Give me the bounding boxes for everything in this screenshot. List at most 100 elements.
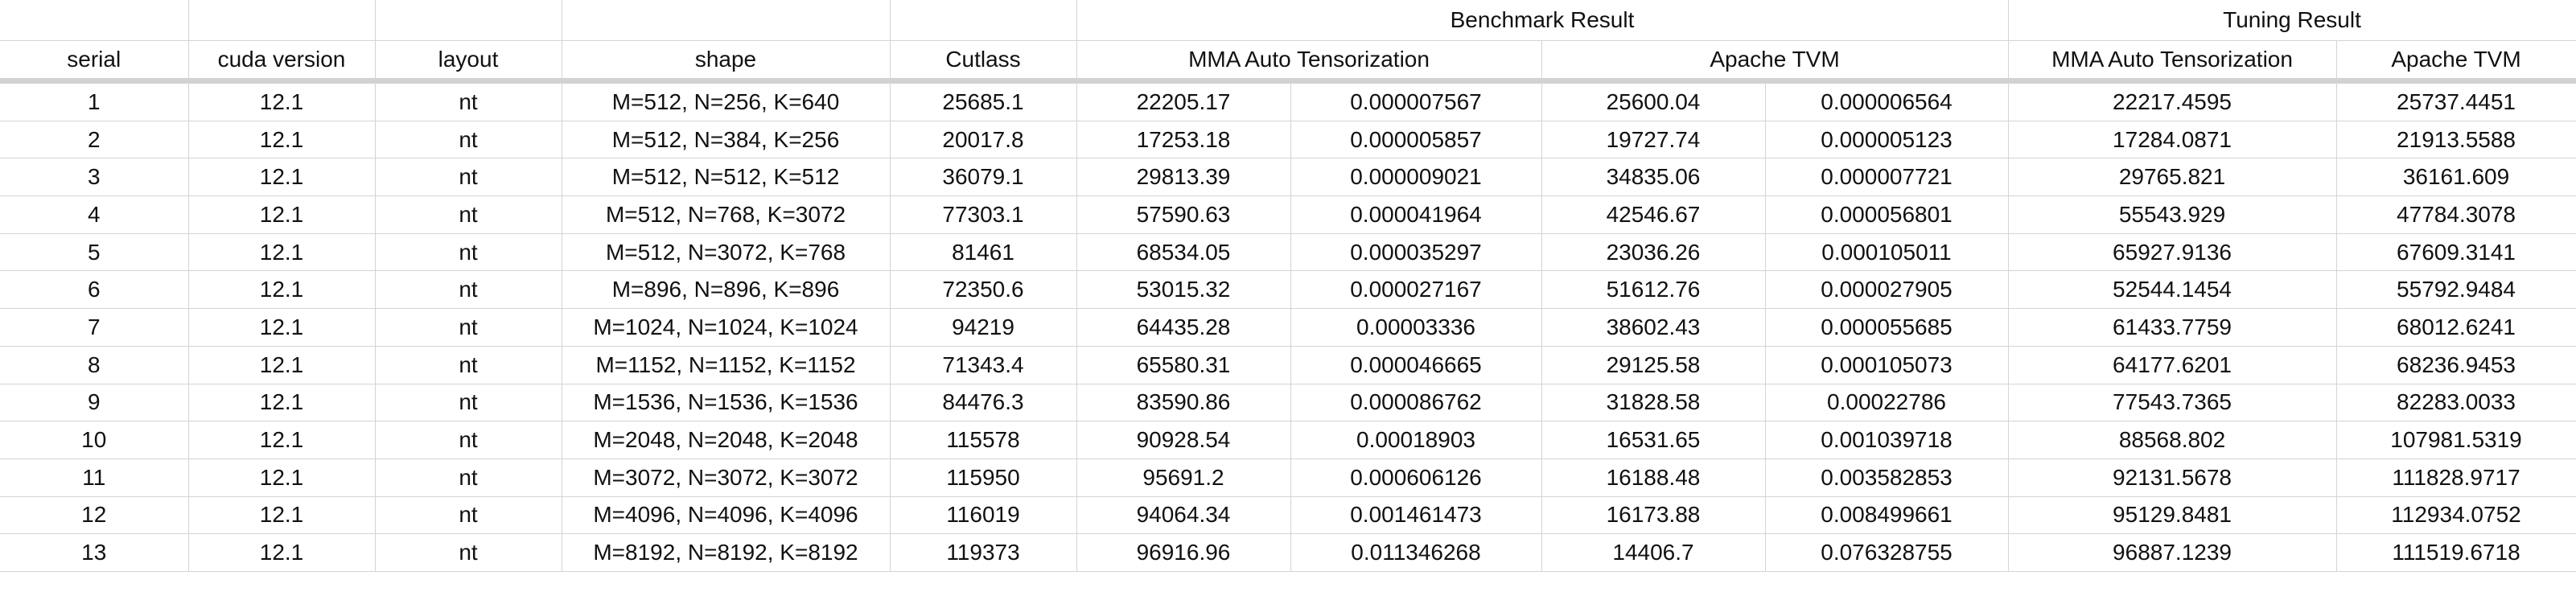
shape-cell: M=3072, N=3072, K=3072 <box>562 458 891 497</box>
cutlass-cell: 115578 <box>890 421 1077 459</box>
tuning-tvm-cell: 21913.5588 <box>2336 121 2576 159</box>
benchmark-tvm-time-cell: 34835.06 <box>1541 158 1766 197</box>
table-row: 11 12.1 nt M=3072, N=3072, K=3072 115950 9569… <box>0 458 2576 497</box>
benchmark-mma-time-cell: 95691.2 <box>1076 458 1291 497</box>
tuning-tvm-cell: 55792.9484 <box>2336 270 2576 310</box>
serial-cell: 7 <box>0 308 189 347</box>
benchmark-mma-error-cell: 0.000005857 <box>1290 121 1542 159</box>
benchmark-mma-error-cell: 0.000035297 <box>1290 233 1542 272</box>
tuning-mma-cell: 65927.9136 <box>2008 233 2337 272</box>
benchmark-mma-error-cell: 0.000086762 <box>1290 384 1542 422</box>
results-table: Benchmark Result Tuning Result serial cu… <box>0 0 2576 572</box>
benchmark-mma-time-cell: 65580.31 <box>1076 346 1291 384</box>
serial-cell: 3 <box>0 158 189 197</box>
cuda-version-cell: 12.1 <box>188 496 376 535</box>
tuning-tvm-cell: 111519.6718 <box>2336 533 2576 572</box>
tuning-mma-cell: 96887.1239 <box>2008 533 2337 572</box>
table-row: 8 12.1 nt M=1152, N=1152, K=1152 71343.4 6558… <box>0 346 2576 384</box>
tuning-mma-cell: 77543.7365 <box>2008 384 2337 422</box>
tuning-tvm-cell: 25737.4451 <box>2336 80 2576 121</box>
column-header-tuning-mma: MMA Auto Tensorization <box>2008 40 2337 84</box>
serial-cell: 5 <box>0 233 189 272</box>
blank-header-cell <box>188 0 376 41</box>
layout-cell: nt <box>375 158 562 197</box>
shape-cell: M=8192, N=8192, K=8192 <box>562 533 891 572</box>
tuning-mma-cell: 55543.929 <box>2008 195 2337 234</box>
serial-cell: 8 <box>0 346 189 384</box>
serial-cell: 12 <box>0 496 189 535</box>
tuning-mma-cell: 17284.0871 <box>2008 121 2337 159</box>
benchmark-tvm-error-cell: 0.000006564 <box>1765 80 2009 121</box>
benchmark-tvm-time-cell: 38602.43 <box>1541 308 1766 347</box>
benchmark-mma-error-cell: 0.011346268 <box>1290 533 1542 572</box>
cuda-version-cell: 12.1 <box>188 80 376 121</box>
benchmark-tvm-error-cell: 0.000027905 <box>1765 270 2009 310</box>
benchmark-tvm-error-cell: 0.000055685 <box>1765 308 2009 347</box>
layout-cell: nt <box>375 233 562 272</box>
table-row: 2 12.1 nt M=512, N=384, K=256 20017.8 17253.1… <box>0 121 2576 159</box>
layout-cell: nt <box>375 384 562 422</box>
shape-cell: M=4096, N=4096, K=4096 <box>562 496 891 535</box>
table-row: 6 12.1 nt M=896, N=896, K=896 72350.6 53015.3… <box>0 270 2576 310</box>
tuning-tvm-cell: 82283.0033 <box>2336 384 2576 422</box>
benchmark-mma-time-cell: 90928.54 <box>1076 421 1291 459</box>
tuning-tvm-cell: 111828.9717 <box>2336 458 2576 497</box>
benchmark-tvm-time-cell: 14406.7 <box>1541 533 1766 572</box>
cutlass-cell: 72350.6 <box>890 270 1077 310</box>
serial-cell: 4 <box>0 195 189 234</box>
shape-cell: M=512, N=512, K=512 <box>562 158 891 197</box>
group-header-row: Benchmark Result Tuning Result <box>0 0 2576 41</box>
cutlass-cell: 119373 <box>890 533 1077 572</box>
cuda-version-cell: 12.1 <box>188 308 376 347</box>
cuda-version-cell: 12.1 <box>188 195 376 234</box>
cuda-version-cell: 12.1 <box>188 384 376 422</box>
column-header-benchmark-tvm: Apache TVM <box>1541 40 2009 84</box>
column-header-layout: layout <box>375 40 562 84</box>
serial-cell: 11 <box>0 458 189 497</box>
serial-cell: 10 <box>0 421 189 459</box>
table-row: 4 12.1 nt M=512, N=768, K=3072 77303.1 57590.… <box>0 195 2576 234</box>
cuda-version-cell: 12.1 <box>188 533 376 572</box>
benchmark-tvm-error-cell: 0.003582853 <box>1765 458 2009 497</box>
benchmark-mma-error-cell: 0.000606126 <box>1290 458 1542 497</box>
layout-cell: nt <box>375 533 562 572</box>
table-row: 5 12.1 nt M=512, N=3072, K=768 81461 68534.05… <box>0 233 2576 272</box>
layout-cell: nt <box>375 195 562 234</box>
shape-cell: M=512, N=3072, K=768 <box>562 233 891 272</box>
column-header-cuda-version: cuda version <box>188 40 376 84</box>
cutlass-cell: 77303.1 <box>890 195 1077 234</box>
tuning-mma-cell: 52544.1454 <box>2008 270 2337 310</box>
tuning-tvm-cell: 36161.609 <box>2336 158 2576 197</box>
cutlass-cell: 25685.1 <box>890 80 1077 121</box>
column-header-shape: shape <box>562 40 891 84</box>
blank-header-cell <box>375 0 562 41</box>
layout-cell: nt <box>375 496 562 535</box>
serial-cell: 1 <box>0 80 189 121</box>
cutlass-cell: 84476.3 <box>890 384 1077 422</box>
table-row: 13 12.1 nt M=8192, N=8192, K=8192 119373 9691… <box>0 533 2576 572</box>
layout-cell: nt <box>375 421 562 459</box>
benchmark-tvm-error-cell: 0.008499661 <box>1765 496 2009 535</box>
shape-cell: M=896, N=896, K=896 <box>562 270 891 310</box>
cutlass-cell: 20017.8 <box>890 121 1077 159</box>
benchmark-mma-error-cell: 0.001461473 <box>1290 496 1542 535</box>
benchmark-tvm-error-cell: 0.00022786 <box>1765 384 2009 422</box>
column-header-row: serial cuda version layout shape Cutlass… <box>0 40 2576 84</box>
cuda-version-cell: 12.1 <box>188 121 376 159</box>
tuning-mma-cell: 22217.4595 <box>2008 80 2337 121</box>
shape-cell: M=2048, N=2048, K=2048 <box>562 421 891 459</box>
serial-cell: 13 <box>0 533 189 572</box>
benchmark-tvm-error-cell: 0.000105011 <box>1765 233 2009 272</box>
benchmark-tvm-time-cell: 16173.88 <box>1541 496 1766 535</box>
table-row: 1 12.1 nt M=512, N=256, K=640 25685.1 22205.1… <box>0 80 2576 121</box>
benchmark-mma-time-cell: 83590.86 <box>1076 384 1291 422</box>
cuda-version-cell: 12.1 <box>188 233 376 272</box>
table-row: 10 12.1 nt M=2048, N=2048, K=2048 115578 9092… <box>0 421 2576 459</box>
benchmark-tvm-error-cell: 0.076328755 <box>1765 533 2009 572</box>
benchmark-tvm-time-cell: 25600.04 <box>1541 80 1766 121</box>
serial-cell: 6 <box>0 270 189 310</box>
benchmark-tvm-time-cell: 42546.67 <box>1541 195 1766 234</box>
benchmark-result-header: Benchmark Result <box>1076 0 2009 41</box>
cuda-version-cell: 12.1 <box>188 458 376 497</box>
blank-header-cell <box>562 0 891 41</box>
